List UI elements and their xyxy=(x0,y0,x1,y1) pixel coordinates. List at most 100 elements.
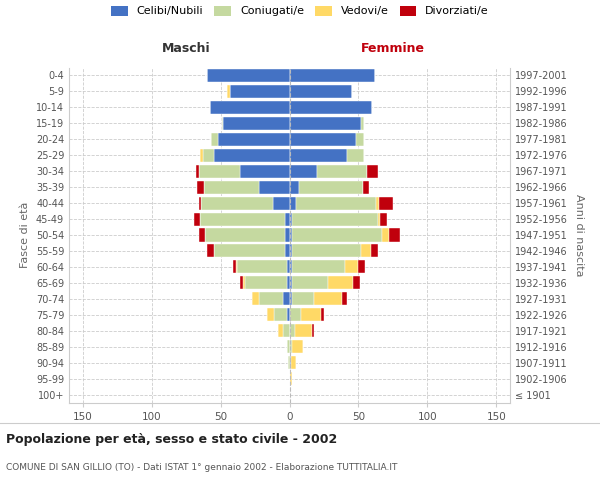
Text: Popolazione per età, sesso e stato civile - 2002: Popolazione per età, sesso e stato civil… xyxy=(6,432,337,446)
Bar xyxy=(286,244,290,258)
Bar xyxy=(362,180,370,194)
Bar xyxy=(288,356,290,369)
Text: Femmine: Femmine xyxy=(361,42,425,55)
Text: Maschi: Maschi xyxy=(162,42,211,55)
Bar xyxy=(361,244,371,258)
Bar xyxy=(292,292,314,306)
Bar xyxy=(314,292,342,306)
Bar xyxy=(290,148,347,162)
Bar xyxy=(379,196,393,209)
Bar xyxy=(200,212,286,226)
Bar xyxy=(296,196,376,209)
Bar xyxy=(353,276,360,289)
Bar xyxy=(290,356,291,369)
Bar xyxy=(200,148,203,162)
Y-axis label: Anni di nascita: Anni di nascita xyxy=(574,194,584,276)
Bar xyxy=(290,132,356,146)
Bar xyxy=(203,148,214,162)
Bar xyxy=(227,85,230,98)
Y-axis label: Fasce di età: Fasce di età xyxy=(20,202,30,268)
Bar xyxy=(321,308,324,322)
Bar xyxy=(223,117,290,130)
Bar xyxy=(342,292,347,306)
Bar xyxy=(380,212,388,226)
Bar xyxy=(236,260,237,274)
Text: COMUNE DI SAN GILLIO (TO) - Dati ISTAT 1° gennaio 2002 - Elaborazione TUTTITALIA: COMUNE DI SAN GILLIO (TO) - Dati ISTAT 1… xyxy=(6,462,397,471)
Bar xyxy=(237,260,287,274)
Bar xyxy=(211,132,218,146)
Bar xyxy=(268,308,274,322)
Bar xyxy=(361,117,364,130)
Bar xyxy=(290,372,292,385)
Bar xyxy=(328,276,353,289)
Bar xyxy=(317,164,367,177)
Bar xyxy=(274,308,287,322)
Bar xyxy=(290,85,352,98)
Bar xyxy=(347,148,364,162)
Bar xyxy=(207,69,290,82)
Bar xyxy=(207,244,214,258)
Bar xyxy=(196,164,199,177)
Bar xyxy=(292,228,382,241)
Bar xyxy=(290,101,372,114)
Bar xyxy=(292,244,361,258)
Bar xyxy=(291,356,296,369)
Bar xyxy=(199,164,240,177)
Bar xyxy=(283,324,290,338)
Bar xyxy=(204,180,259,194)
Bar xyxy=(242,276,245,289)
Bar xyxy=(290,69,375,82)
Bar xyxy=(290,228,292,241)
Bar xyxy=(252,292,259,306)
Bar xyxy=(290,196,296,209)
Bar xyxy=(290,117,361,130)
Bar xyxy=(278,324,283,338)
Bar xyxy=(214,148,290,162)
Bar xyxy=(240,276,242,289)
Bar xyxy=(245,276,287,289)
Bar xyxy=(290,276,292,289)
Bar xyxy=(197,180,204,194)
Bar xyxy=(290,308,301,322)
Bar xyxy=(287,276,290,289)
Bar xyxy=(286,228,290,241)
Bar xyxy=(301,308,321,322)
Bar xyxy=(214,244,286,258)
Bar xyxy=(292,260,344,274)
Bar xyxy=(290,324,295,338)
Bar xyxy=(382,228,389,241)
Bar xyxy=(299,180,362,194)
Bar xyxy=(295,324,311,338)
Bar xyxy=(290,212,292,226)
Bar xyxy=(290,180,299,194)
Bar xyxy=(283,292,290,306)
Bar xyxy=(344,260,358,274)
Bar xyxy=(290,260,292,274)
Bar xyxy=(201,196,273,209)
Bar xyxy=(376,196,379,209)
Bar xyxy=(199,196,202,209)
Bar xyxy=(240,164,290,177)
Bar xyxy=(371,244,378,258)
Bar xyxy=(218,132,290,146)
Bar xyxy=(205,228,286,241)
Bar xyxy=(287,308,290,322)
Bar xyxy=(292,276,328,289)
Bar xyxy=(290,164,317,177)
Bar xyxy=(287,260,290,274)
Legend: Celibi/Nubili, Coniugati/e, Vedovi/e, Divorziati/e: Celibi/Nubili, Coniugati/e, Vedovi/e, Di… xyxy=(111,6,489,16)
Bar xyxy=(356,132,364,146)
Bar xyxy=(287,340,290,353)
Bar xyxy=(292,340,303,353)
Bar xyxy=(389,228,400,241)
Bar xyxy=(222,117,223,130)
Bar xyxy=(290,340,292,353)
Bar xyxy=(259,180,290,194)
Bar xyxy=(290,292,292,306)
Bar xyxy=(259,292,283,306)
Bar xyxy=(286,212,290,226)
Bar xyxy=(194,212,200,226)
Bar xyxy=(209,101,290,114)
Bar xyxy=(358,260,365,274)
Bar xyxy=(273,196,290,209)
